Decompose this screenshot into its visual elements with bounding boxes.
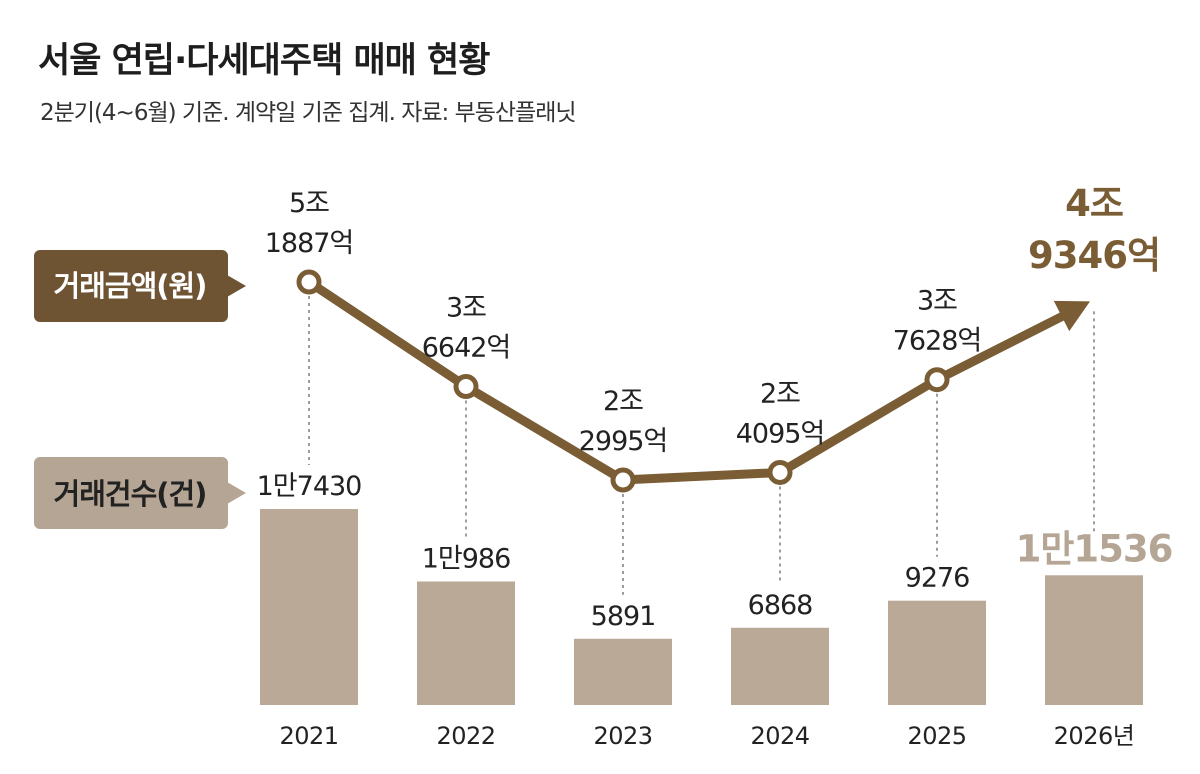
x-tick-2026년: 2026년: [1054, 722, 1135, 750]
count-label-2021: 1만7430: [257, 471, 362, 502]
amount-point-2023: [610, 467, 636, 493]
amount-label-2023: 2조 2995억: [579, 386, 668, 457]
legend-amount: 거래금액(원): [34, 250, 246, 322]
x-tick-2021: 2021: [279, 722, 338, 750]
line-series: [296, 269, 1090, 493]
bar-2025: [888, 600, 986, 705]
bar-2024: [731, 627, 829, 705]
amount-label-line1: 2조: [603, 386, 643, 417]
legend-amount-text: 거래금액(원): [54, 269, 207, 303]
amount-point-2024: [767, 459, 793, 485]
x-axis: 2021 2022 2023 2024 2025 2026년: [279, 722, 1134, 750]
amount-label-line2: 9346억: [1028, 234, 1160, 277]
guide-lines: [308, 296, 1095, 595]
bar-series: [260, 509, 1143, 705]
bar-2021: [260, 509, 358, 705]
chart-title: 서울 연립·다세대주택 매매 현황: [38, 41, 490, 81]
bar-2023: [574, 638, 672, 705]
data-labels: 5조 1887억 3조 6642억 2조 2995억 2조 4095억 3조 7628억 4조 934…: [257, 182, 1174, 632]
amount-arrow-head: [1053, 300, 1090, 332]
amount-label-line1: 3조: [446, 292, 486, 323]
x-tick-2023: 2023: [593, 722, 652, 750]
amount-point-2022: [453, 373, 479, 399]
amount-label-line2: 4095억: [736, 418, 825, 449]
legend-count-pointer: [227, 482, 246, 504]
legend-amount-pointer: [227, 275, 246, 297]
count-label-2022: 1만986: [422, 543, 511, 574]
amount-point-2025: [924, 367, 950, 393]
count-label-2023: 5891: [591, 601, 656, 632]
legend-count: 거래건수(건): [34, 457, 246, 529]
amount-label-line1: 5조: [289, 188, 329, 219]
amount-label-2025: 3조 7628억: [893, 286, 982, 357]
amount-label-line1: 4조: [1065, 182, 1123, 225]
amount-label-2022: 3조 6642억: [422, 292, 511, 363]
x-tick-2025: 2025: [907, 722, 966, 750]
amount-point-2021: [296, 269, 322, 295]
count-label-2026년: 1만1536: [1016, 527, 1173, 570]
x-tick-2024: 2024: [750, 722, 809, 750]
amount-label-line2: 1887억: [265, 228, 354, 259]
amount-label-line2: 7628억: [893, 326, 982, 357]
amount-label-line1: 2조: [760, 378, 800, 409]
amount-label-2026년: 4조 9346억: [1028, 182, 1160, 277]
legend-amount-box: [34, 250, 228, 322]
amount-label-line2: 6642억: [422, 332, 511, 363]
amount-label-line2: 2995억: [579, 426, 668, 457]
legend-count-text: 거래건수(건): [54, 477, 207, 511]
bar-2022: [417, 581, 515, 705]
amount-arrow-shaft: [932, 304, 1081, 385]
amount-label-2021: 5조 1887억: [265, 188, 354, 259]
legend-count-box: [34, 457, 228, 529]
amount-label-2024: 2조 4095억: [736, 378, 825, 449]
count-label-2024: 6868: [748, 590, 813, 621]
amount-label-line1: 3조: [917, 286, 957, 317]
bar-2026년: [1045, 575, 1143, 705]
count-label-2025: 9276: [905, 563, 970, 594]
x-tick-2022: 2022: [436, 722, 495, 750]
chart-subtitle: 2분기(4~6월) 기준. 계약일 기준 집계. 자료: 부동산플래닛: [40, 100, 577, 126]
